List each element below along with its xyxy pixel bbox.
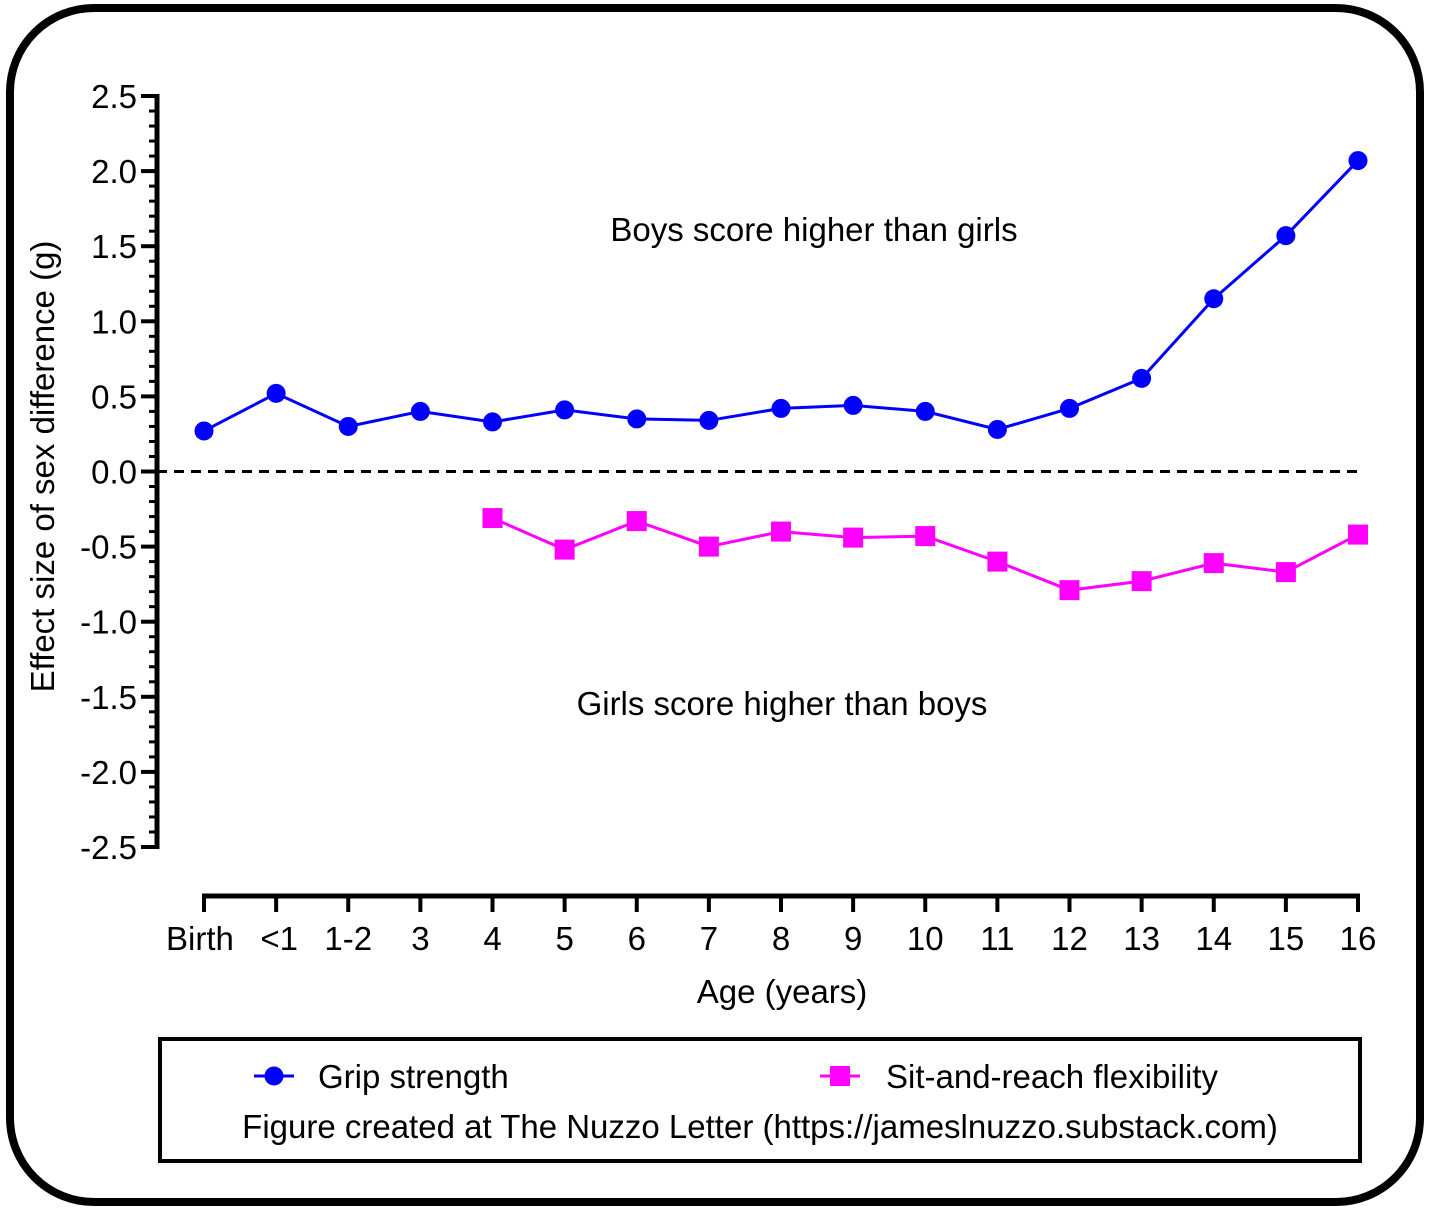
y-tick-label: 0.5 — [91, 378, 137, 415]
data-point-square — [1348, 524, 1368, 545]
legend-item: Grip strength — [254, 1058, 509, 1095]
data-point-circle — [627, 409, 647, 429]
data-point-circle — [1276, 226, 1296, 246]
x-tick-label: 12 — [1051, 920, 1088, 957]
x-tick-label: Birth — [166, 920, 234, 957]
data-point-square — [482, 508, 503, 529]
x-tick-label: 13 — [1123, 920, 1160, 957]
x-tick-label: 15 — [1268, 920, 1305, 957]
series-line — [203, 159, 1360, 433]
data-point-circle — [483, 412, 502, 432]
legend-items: Grip strength Sit-and-reach flexibility — [254, 1058, 1218, 1095]
data-point-square — [771, 521, 791, 542]
x-tick-label: 9 — [844, 920, 862, 957]
x-tick-label: <1 — [260, 920, 298, 957]
footer-credit: Figure created at The Nuzzo Letter (http… — [242, 1108, 1278, 1145]
data-point-square — [1275, 562, 1296, 583]
data-point-circle — [843, 395, 863, 415]
data-point-circle — [194, 421, 214, 441]
x-tick-label: 14 — [1195, 920, 1232, 957]
x-tick-label: 10 — [907, 920, 944, 957]
data-point-square — [915, 526, 936, 547]
y-tick-label: -2.0 — [80, 754, 137, 791]
y-tick-label: 1.5 — [91, 228, 137, 265]
data-point-circle — [699, 410, 719, 430]
legend-box — [158, 1037, 1362, 1163]
x-tick-label: 11 — [980, 920, 1014, 957]
legend-marker-square — [830, 1066, 850, 1086]
y-tick-label: -1.5 — [80, 679, 137, 716]
data-point-square — [1131, 571, 1152, 592]
data-point-square — [843, 527, 864, 548]
x-tick-label: 6 — [628, 920, 646, 957]
data-point-square — [1059, 580, 1080, 601]
data-point-square — [987, 551, 1008, 572]
data-point-circle — [1348, 151, 1368, 171]
y-tick-label: 1.0 — [91, 303, 137, 340]
y-tick-label: 2.0 — [91, 153, 137, 190]
legend-label: Grip strength — [318, 1058, 509, 1095]
series-1 — [482, 508, 1368, 601]
series-layer — [194, 151, 1368, 601]
y-tick-label: -2.5 — [80, 829, 137, 866]
x-tick-label: 3 — [411, 920, 429, 957]
y-tick-label: -0.5 — [80, 529, 137, 566]
chart-frame — [6, 4, 1424, 1206]
data-point-circle — [771, 398, 791, 418]
x-tick-label: 16 — [1340, 920, 1377, 957]
x-tick-label: 1-2 — [324, 920, 372, 957]
data-point-circle — [1132, 368, 1152, 388]
data-point-square — [554, 539, 575, 560]
x-axis: Birth <1 1-2 3 4 5 6 7 8 9 10 11 12 13 14 15 16 — [166, 893, 1377, 957]
x-tick-label: 5 — [555, 920, 573, 957]
x-axis-title: Age (years) — [697, 973, 868, 1010]
data-point-circle — [987, 419, 1007, 439]
x-tick-label: 4 — [483, 920, 501, 957]
data-point-square — [1203, 553, 1224, 574]
data-point-square — [626, 511, 647, 532]
data-point-circle — [338, 416, 358, 436]
data-point-circle — [266, 383, 286, 403]
y-tick-label: -1.0 — [80, 604, 137, 641]
x-tick-label: 7 — [700, 920, 718, 957]
annotation-boys-higher: Boys score higher than girls — [610, 211, 1017, 248]
data-point-circle — [1060, 398, 1079, 418]
data-point-circle — [1204, 289, 1224, 309]
annotation-girls-higher: Girls score higher than boys — [577, 685, 988, 722]
data-point-circle — [555, 400, 575, 420]
legend-label: Sit-and-reach flexibility — [886, 1058, 1218, 1095]
series-0 — [194, 151, 1368, 441]
x-tick-label: 8 — [772, 920, 790, 957]
y-axis-title: Effect size of sex difference (g) — [24, 241, 61, 693]
data-point-circle — [915, 401, 935, 421]
data-point-circle — [410, 401, 430, 421]
y-tick-label: 2.5 — [91, 78, 137, 115]
legend: Grip strength Sit-and-reach flexibility F… — [158, 1037, 1362, 1163]
data-point-square — [698, 536, 719, 557]
legend-item: Sit-and-reach flexibility — [820, 1058, 1218, 1095]
legend-marker-circle — [264, 1066, 284, 1086]
y-axis: 2.5 2.0 1.5 1.0 0.5 0.0 -0.5 -1.0 -1.5 -2.0 -2.5 — [80, 78, 160, 866]
y-tick-label: 0.0 — [91, 454, 137, 491]
